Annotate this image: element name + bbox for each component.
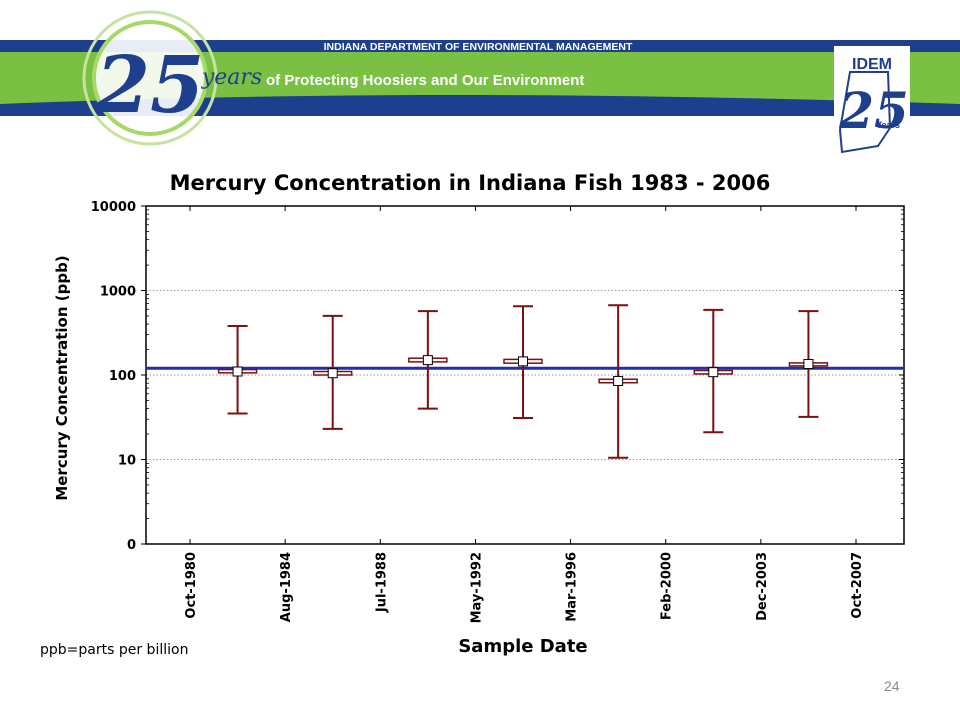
x-tick-label: Feb-2000 bbox=[660, 552, 675, 620]
box-groups bbox=[217, 304, 829, 459]
banner-swoosh bbox=[0, 95, 960, 116]
box-group bbox=[788, 310, 829, 418]
emblem-word: years bbox=[201, 65, 262, 90]
idem-logo-text: IDEM bbox=[852, 56, 892, 73]
y-axis-label: Mercury Concentration (ppb) bbox=[53, 255, 71, 500]
idem-logo-panel bbox=[834, 46, 910, 156]
emblem-number: 25 bbox=[95, 40, 205, 131]
y-tick-label: 1000 bbox=[100, 285, 136, 300]
anniversary-emblem: 25 years bbox=[82, 10, 262, 146]
y-tick-label: 0 bbox=[127, 538, 136, 553]
x-tick-label: May-1992 bbox=[469, 552, 484, 623]
idem-logo-word: Years bbox=[876, 120, 900, 130]
x-tick-label: Oct-1980 bbox=[184, 552, 199, 619]
header-banner: INDIANA DEPARTMENT OF ENVIRONMENTAL MANA… bbox=[0, 10, 960, 156]
box-group bbox=[503, 305, 543, 419]
x-tick-label: Dec-2003 bbox=[755, 552, 770, 621]
x-tick-label: Mar-1996 bbox=[565, 552, 580, 622]
mean-marker bbox=[803, 358, 814, 369]
page-number: 24 bbox=[884, 678, 900, 694]
x-tick-label: Aug-1984 bbox=[279, 552, 294, 622]
idem-logo: IDEM 25 Years bbox=[834, 46, 910, 156]
footnote: ppb=parts per billion bbox=[40, 642, 189, 658]
x-axis: Oct-1980 Aug-1984 Jul-1988 May-1992 Mar-1996… bbox=[184, 206, 865, 623]
y-tick-label: 10 bbox=[118, 454, 136, 469]
mercury-chart: Mercury Concentration in Indiana Fish 19… bbox=[53, 171, 905, 657]
mean-marker bbox=[518, 356, 528, 367]
tagline: of Protecting Hoosiers and Our Environme… bbox=[266, 72, 584, 89]
mean-marker bbox=[613, 375, 624, 386]
idem-logo-number: 25 bbox=[838, 81, 909, 140]
box-group bbox=[408, 310, 448, 410]
box-group bbox=[598, 304, 638, 459]
emblem-outer-ring bbox=[82, 10, 218, 146]
y-axis: 0 10 100 1000 10000 bbox=[91, 200, 904, 553]
mean-marker bbox=[708, 367, 719, 378]
mean-marker bbox=[232, 366, 243, 377]
department-name: INDIANA DEPARTMENT OF ENVIRONMENTAL MANA… bbox=[324, 41, 633, 53]
x-axis-label: Sample Date bbox=[458, 636, 587, 657]
box-group bbox=[217, 325, 258, 415]
x-tick-label: Oct-2007 bbox=[850, 552, 865, 619]
box-group bbox=[312, 314, 353, 430]
emblem-inner-ring bbox=[92, 20, 208, 136]
x-tick-label: Jul-1988 bbox=[374, 552, 389, 613]
mean-marker bbox=[327, 368, 338, 379]
indiana-state-outline bbox=[838, 71, 892, 154]
y-tick-label: 100 bbox=[109, 369, 136, 384]
mean-marker bbox=[422, 355, 433, 366]
banner-top-stripe bbox=[0, 40, 960, 52]
y-tick-label: 10000 bbox=[91, 200, 136, 215]
chart-title: Mercury Concentration in Indiana Fish 19… bbox=[170, 171, 771, 195]
box-group bbox=[693, 308, 734, 434]
grid-lines bbox=[146, 290, 904, 460]
